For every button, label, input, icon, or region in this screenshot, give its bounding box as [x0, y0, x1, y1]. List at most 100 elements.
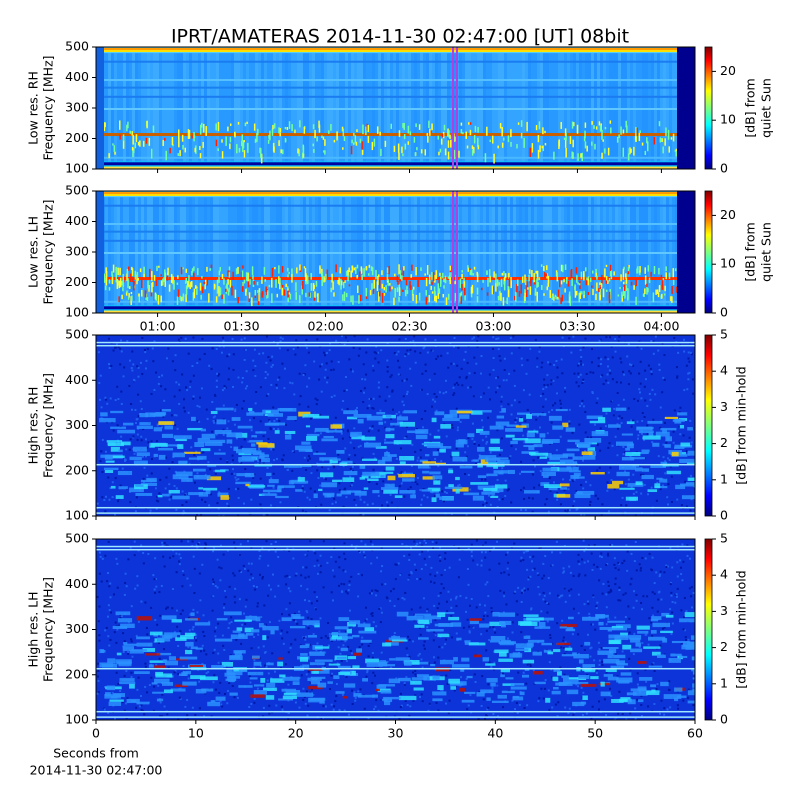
- texture: [155, 507, 158, 510]
- speckle: [431, 123, 433, 131]
- texture: [131, 369, 134, 372]
- texture: [242, 400, 245, 403]
- texture: [419, 696, 422, 699]
- texture: [531, 473, 534, 476]
- texture: [412, 699, 415, 702]
- blob: [566, 466, 572, 470]
- x-tick-label: 03:00: [475, 319, 511, 334]
- texture: [488, 568, 491, 571]
- texture: [399, 414, 402, 417]
- texture: [277, 428, 280, 431]
- speckle: [501, 272, 504, 276]
- texture: [668, 459, 671, 462]
- texture: [105, 495, 108, 498]
- texture: [481, 419, 484, 422]
- speckle: [289, 293, 292, 300]
- speckle: [489, 275, 491, 283]
- texture: [379, 607, 382, 610]
- texture: [125, 716, 128, 719]
- speckle: [601, 152, 603, 159]
- texture: [99, 398, 102, 401]
- texture: [152, 574, 155, 577]
- texture: [373, 457, 376, 460]
- texture: [568, 408, 571, 411]
- speckle: [674, 268, 677, 272]
- texture: [109, 582, 112, 585]
- speckle: [549, 289, 552, 298]
- texture: [104, 450, 107, 453]
- texture: [126, 339, 129, 342]
- texture: [99, 460, 102, 463]
- texture: [630, 577, 633, 580]
- speckle: [415, 267, 417, 276]
- texture: [335, 339, 338, 342]
- speckle: [188, 129, 191, 139]
- texture: [493, 547, 496, 550]
- speckle: [521, 276, 524, 283]
- texture: [510, 404, 513, 407]
- texture: [228, 622, 231, 625]
- texture: [400, 704, 403, 707]
- texture: [580, 644, 583, 647]
- speckle: [164, 269, 166, 279]
- speckle: [179, 295, 182, 301]
- texture: [439, 689, 442, 692]
- texture: [380, 611, 383, 614]
- band: [96, 310, 695, 313]
- blob: [403, 410, 418, 414]
- speckle: [459, 293, 461, 302]
- blob: [110, 410, 124, 414]
- blob: [140, 482, 158, 487]
- speckle: [248, 292, 251, 299]
- texture: [232, 468, 235, 471]
- texture: [510, 501, 513, 504]
- texture: [337, 360, 340, 363]
- texture: [261, 547, 264, 550]
- texture: [422, 644, 425, 647]
- texture: [343, 552, 346, 555]
- blob: [559, 483, 570, 487]
- blob: [452, 487, 469, 492]
- texture: [469, 694, 472, 697]
- texture: [342, 400, 345, 403]
- speckle: [313, 149, 315, 153]
- texture: [644, 378, 647, 381]
- texture: [614, 616, 617, 619]
- speckle: [480, 287, 483, 291]
- texture: [330, 369, 333, 372]
- blob: [433, 480, 441, 485]
- speckle: [624, 289, 626, 299]
- speckle: [288, 292, 291, 295]
- blob: [274, 430, 280, 434]
- speckle: [132, 281, 135, 291]
- texture: [119, 363, 122, 366]
- speckle: [596, 275, 598, 280]
- speckle: [342, 280, 345, 283]
- texture: [364, 378, 367, 381]
- texture: [249, 681, 252, 684]
- speckle: [314, 129, 316, 139]
- texture: [305, 673, 308, 676]
- texture: [107, 540, 110, 543]
- texture: [686, 544, 689, 547]
- texture: [613, 488, 616, 491]
- blob: [172, 452, 186, 458]
- texture: [187, 411, 190, 414]
- speckle: [370, 266, 373, 271]
- texture: [568, 509, 571, 512]
- texture: [346, 407, 349, 410]
- speckle: [571, 151, 573, 159]
- speckle: [179, 150, 181, 157]
- texture: [571, 633, 574, 636]
- texture: [136, 418, 139, 421]
- speckle: [398, 296, 400, 302]
- texture: [377, 351, 380, 354]
- blob: [451, 451, 460, 457]
- speckle: [489, 139, 492, 142]
- texture: [107, 476, 110, 479]
- blob: [562, 453, 575, 457]
- texture: [108, 644, 111, 647]
- texture: [330, 674, 333, 677]
- speckle: [516, 279, 519, 287]
- texture: [391, 408, 394, 411]
